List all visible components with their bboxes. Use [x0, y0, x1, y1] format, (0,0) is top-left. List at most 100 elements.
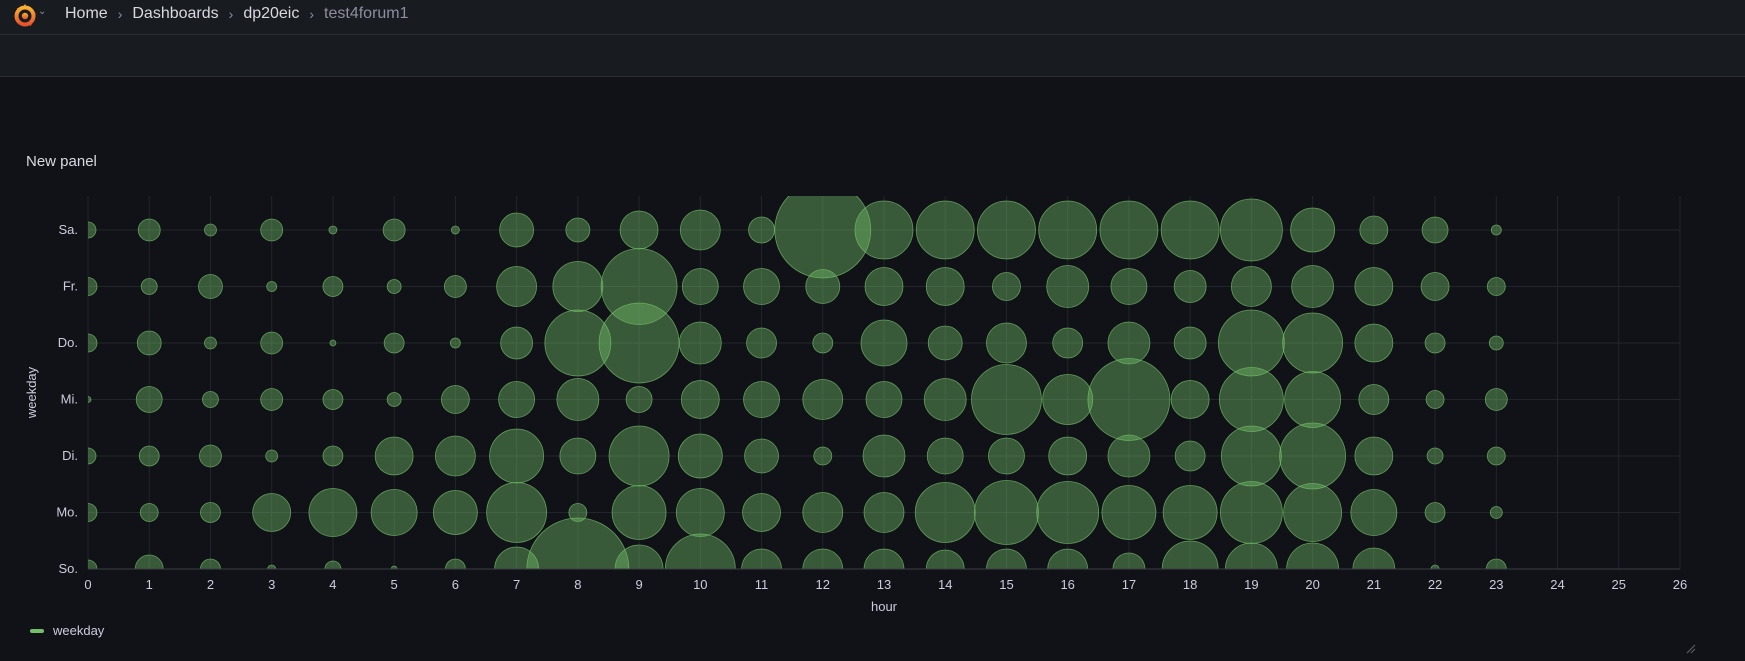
bubble-point — [1107, 434, 1151, 478]
y-tick-label: Do. — [58, 335, 78, 350]
x-tick-label: 19 — [1244, 577, 1258, 592]
x-axis-title: hour — [871, 599, 898, 614]
bubble-point — [322, 389, 344, 410]
bubble-point — [559, 437, 597, 475]
bubble-point — [140, 278, 158, 295]
bubble-point — [925, 549, 965, 569]
x-tick-label: 4 — [329, 577, 336, 592]
x-tick-label: 22 — [1428, 577, 1442, 592]
bubble-point — [1486, 446, 1506, 466]
bubble-point — [1420, 272, 1450, 301]
bubble-point — [200, 502, 221, 523]
chevron-down-icon[interactable]: ⌄ — [38, 6, 47, 17]
bubble-point — [1048, 436, 1088, 476]
x-tick-label: 10 — [693, 577, 707, 592]
legend-item-weekday[interactable]: weekday — [30, 623, 104, 638]
chevron-right-icon: › — [228, 6, 234, 22]
bubble-point — [260, 331, 284, 355]
bubble-point — [1218, 367, 1284, 432]
breadcrumb-dashboards[interactable]: Dashboards — [132, 5, 219, 22]
bubble-point — [741, 548, 782, 569]
bubble-point — [1173, 326, 1207, 360]
bubble-point — [1424, 502, 1446, 523]
bubble-point — [134, 554, 164, 569]
panel-resize-handle-icon[interactable] — [1684, 642, 1696, 654]
bubble-point — [1160, 200, 1220, 260]
bubble-point — [489, 428, 545, 484]
bubble-point — [449, 337, 461, 349]
bubble-point — [322, 276, 344, 297]
bubble-point — [1052, 327, 1084, 359]
bubble-point — [1354, 323, 1394, 363]
panel-title[interactable]: New panel — [26, 153, 97, 170]
x-tick-label: 8 — [574, 577, 581, 592]
x-tick-label: 7 — [513, 577, 520, 592]
bubble-point — [923, 378, 967, 421]
bubble-point — [450, 225, 460, 235]
bubble-point — [1359, 215, 1389, 245]
breadcrumb-folder[interactable]: dp20eic — [243, 5, 300, 22]
x-tick-label: 2 — [207, 577, 214, 592]
bubble-point — [863, 492, 905, 533]
bubble-point — [432, 490, 478, 535]
bubble-point — [927, 325, 963, 361]
bubble-point — [444, 558, 466, 569]
bubble-point — [1421, 216, 1449, 244]
top-navbar: ⌄ Home › Dashboards › dp20eic › test4for… — [0, 0, 1745, 35]
bubble-point — [322, 445, 344, 467]
bubble-point — [678, 321, 722, 365]
bubble-point — [88, 396, 92, 403]
bubble-point — [600, 248, 678, 325]
grafana-logo-icon[interactable] — [11, 2, 39, 30]
legend-label: weekday — [53, 623, 105, 638]
bubble-point — [1430, 564, 1440, 569]
bubble-point — [986, 548, 1027, 569]
bubble-point — [386, 392, 402, 407]
chevron-right-icon: › — [117, 6, 123, 22]
bubble-point — [992, 272, 1021, 301]
bubble-point — [260, 218, 284, 242]
x-tick-label: 9 — [635, 577, 642, 592]
bubble-point — [1174, 440, 1206, 472]
bubble-point — [324, 560, 342, 569]
bubble-point — [1219, 481, 1283, 544]
y-tick-label: Di. — [62, 448, 78, 463]
x-tick-label: 18 — [1183, 577, 1197, 592]
bubble-point — [813, 446, 833, 466]
bubble-point — [135, 386, 163, 413]
bubble-point — [971, 364, 1042, 435]
x-tick-label: 17 — [1122, 577, 1136, 592]
bubble-point — [1038, 200, 1098, 260]
bubble-point — [370, 489, 418, 536]
bubble-point — [1047, 548, 1089, 569]
breadcrumb-home[interactable]: Home — [65, 5, 108, 22]
bubble-point — [1217, 309, 1285, 377]
bubble-point — [1087, 358, 1171, 441]
bubble-point — [499, 212, 535, 248]
bubble-point — [1101, 485, 1157, 540]
bubble-point — [925, 267, 965, 306]
bubble-point — [544, 309, 612, 377]
bubble-point — [88, 333, 98, 353]
bubble-point — [664, 533, 736, 569]
bubble-point — [88, 559, 98, 569]
x-tick-label: 1 — [146, 577, 153, 592]
bubble-point — [864, 267, 904, 306]
bubble-point — [1484, 388, 1508, 411]
bubble-point — [1042, 374, 1094, 425]
bubble-point — [1426, 447, 1444, 465]
bubble-point — [1490, 224, 1502, 236]
bubble-point — [1112, 552, 1146, 569]
x-tick-label: 6 — [452, 577, 459, 592]
bubble-point — [862, 434, 906, 478]
bubble-point — [486, 482, 548, 543]
bubble-point — [1424, 332, 1446, 354]
bubble-point — [383, 332, 405, 354]
bubble-point — [266, 281, 278, 292]
bubble-point — [386, 279, 402, 294]
bubble-point — [1036, 481, 1100, 544]
bubble-point — [1107, 321, 1151, 365]
x-tick-label: 20 — [1305, 577, 1319, 592]
bubble-point — [568, 503, 588, 522]
bubble-point — [552, 261, 604, 312]
